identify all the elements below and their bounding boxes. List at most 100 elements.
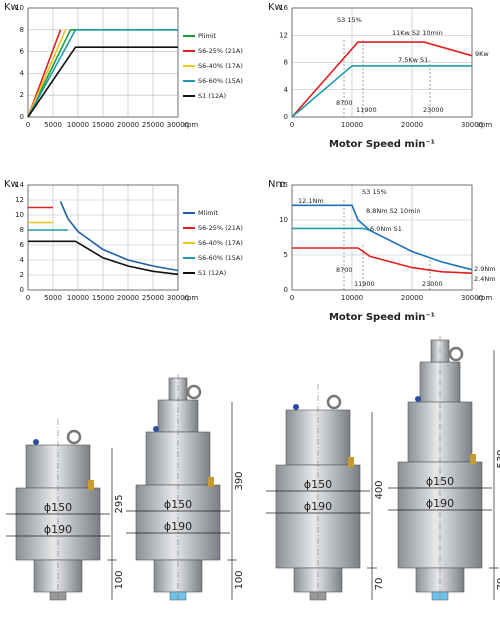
series-line — [292, 227, 371, 232]
base-label: 70 — [496, 578, 500, 591]
annotation: 8.8Nm S2 10min — [366, 207, 420, 215]
diameter-label: ϕ150 — [44, 501, 72, 514]
x-tick-label: 10000 — [67, 121, 89, 129]
legend-label: S1 (12A) — [198, 92, 226, 100]
annotation: 12.1Nm — [298, 197, 324, 205]
diameter-label: ϕ190 — [304, 500, 332, 513]
x-axis-unit: rpm — [184, 294, 198, 302]
eyebolt — [326, 394, 342, 410]
x-tick-label: 15000 — [92, 121, 114, 129]
y-tick-label: 6 — [20, 241, 25, 249]
y-tick-label: 8 — [20, 226, 24, 234]
x-axis-unit: rpm — [478, 121, 492, 129]
series-line — [291, 41, 473, 118]
legend-label: S6-60% (15A) — [198, 254, 243, 262]
annotation: 23000 — [423, 106, 444, 114]
fitting — [293, 404, 299, 410]
height-label: 295 — [114, 494, 125, 513]
x-tick-label: 20000 — [117, 294, 139, 302]
x-tick-label: 0 — [26, 121, 30, 129]
annotation: 9Kw — [475, 50, 489, 58]
y-tick-label: 2 — [20, 271, 24, 279]
annotation: 11900 — [354, 280, 375, 288]
x-tick-label: 5000 — [44, 121, 62, 129]
x-axis-title: Motor Speed min⁻¹ — [329, 139, 435, 150]
eyebolt — [66, 429, 82, 445]
y-tick-label: 2 — [20, 91, 24, 99]
x-axis-title: Motor Speed min⁻¹ — [329, 312, 435, 323]
x-tick-label: 5000 — [44, 294, 62, 302]
y-tick-label: 12 — [279, 31, 288, 39]
annotation: 23000 — [422, 280, 443, 288]
y-tick-label: 4 — [284, 86, 289, 94]
y-tick-label: 5 — [284, 251, 288, 259]
y-axis-title: Kw — [4, 2, 19, 13]
annotation: 6.0Nm S1 — [370, 225, 402, 233]
x-tick-label: 20000 — [117, 121, 139, 129]
series-line — [27, 46, 178, 118]
x-tick-label: 10000 — [341, 294, 363, 302]
fitting — [208, 477, 214, 487]
legend-label: S6-40% (17A) — [198, 239, 243, 247]
fitting — [88, 480, 94, 490]
y-tick-label: 0 — [20, 286, 24, 294]
annotation: 11Kw S2 10min — [392, 29, 443, 37]
plot-frame — [291, 7, 473, 118]
series-line — [291, 65, 472, 118]
annotation: S3 15% — [362, 188, 387, 196]
x-axis-unit: rpm — [184, 121, 198, 129]
fitting — [153, 426, 159, 432]
y-tick-label: 4 — [20, 69, 25, 77]
y-tick-label: 12 — [15, 196, 24, 204]
legend-label: Plimit — [198, 32, 217, 40]
y-tick-label: 15 — [279, 181, 288, 189]
y-axis-title: Kw — [268, 2, 283, 13]
x-tick-label: 15000 — [92, 294, 114, 302]
x-tick-label: 20000 — [401, 294, 423, 302]
y-tick-label: 10 — [15, 211, 24, 219]
legend-label: S6-25% (21A) — [198, 47, 243, 55]
y-tick-label: 16 — [279, 4, 288, 12]
y-tick-label: 4 — [20, 256, 25, 264]
y-tick-label: 0 — [284, 286, 288, 294]
y-tick-label: 10 — [15, 4, 24, 12]
legend-label: S6-40% (17A) — [198, 62, 243, 70]
diameter-label: ϕ150 — [426, 475, 454, 488]
series-line — [292, 247, 473, 274]
legend-label: Mlimit — [198, 209, 218, 217]
base-label: 70 — [374, 578, 385, 591]
plot-frame — [27, 7, 179, 118]
x-tick-label: 30000 — [461, 294, 483, 302]
x-tick-label: 30000 — [167, 294, 189, 302]
y-axis-title: Kw — [4, 179, 19, 190]
y-tick-label: 0 — [284, 113, 288, 121]
base-label: 100 — [114, 570, 125, 589]
annotation: 2.4Nm — [474, 275, 496, 283]
annotation: S3 15% — [337, 16, 362, 24]
x-tick-label: 20000 — [401, 121, 423, 129]
legend-label: S6-25% (21A) — [198, 224, 243, 232]
x-tick-label: 0 — [26, 294, 30, 302]
base-label: 100 — [234, 570, 245, 589]
plot-frame — [27, 184, 179, 291]
series-line — [27, 29, 67, 118]
height-label: 530 — [496, 449, 500, 468]
y-tick-label: 6 — [20, 48, 25, 56]
y-tick-label: 14 — [15, 181, 24, 189]
fitting — [415, 396, 421, 402]
fitting — [33, 439, 39, 445]
annotation: 8700 — [336, 99, 353, 107]
fitting — [470, 454, 476, 464]
x-tick-label: 25000 — [142, 294, 164, 302]
diameter-label: ϕ150 — [164, 498, 192, 511]
x-tick-label: 0 — [290, 121, 294, 129]
fitting — [348, 457, 354, 467]
diameter-label: ϕ190 — [426, 497, 454, 510]
x-tick-label: 10000 — [341, 121, 363, 129]
height-label: 400 — [374, 480, 385, 499]
y-tick-label: 0 — [20, 113, 24, 121]
x-tick-label: 0 — [290, 294, 294, 302]
x-tick-label: 10000 — [67, 294, 89, 302]
plot-frame — [291, 184, 473, 291]
